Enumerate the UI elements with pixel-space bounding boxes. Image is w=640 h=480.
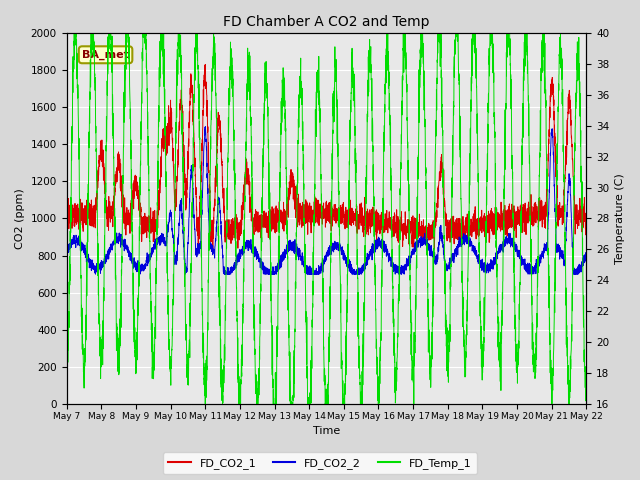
- Y-axis label: CO2 (ppm): CO2 (ppm): [15, 188, 25, 249]
- Text: BA_met: BA_met: [82, 49, 129, 60]
- Legend: FD_CO2_1, FD_CO2_2, FD_Temp_1: FD_CO2_1, FD_CO2_2, FD_Temp_1: [163, 453, 477, 474]
- Title: FD Chamber A CO2 and Temp: FD Chamber A CO2 and Temp: [223, 15, 429, 29]
- Y-axis label: Temperature (C): Temperature (C): [615, 173, 625, 264]
- X-axis label: Time: Time: [313, 426, 340, 436]
